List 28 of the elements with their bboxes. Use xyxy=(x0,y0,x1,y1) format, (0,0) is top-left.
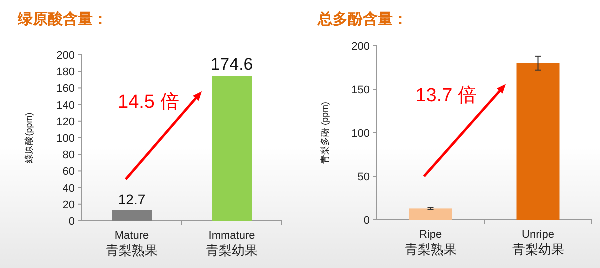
y-tick-label: 140 xyxy=(56,100,75,112)
y-tick-label: 150 xyxy=(352,84,370,96)
y-tick-label: 120 xyxy=(56,116,75,128)
x-tick-label: Ripe 青梨熟果 xyxy=(404,229,457,257)
y-tick-label: 160 xyxy=(56,83,75,96)
y-tick-label: 80 xyxy=(62,150,75,162)
y-tick-label: 60 xyxy=(62,166,75,178)
y-tick-label: 100 xyxy=(352,128,370,140)
y-axis-title: 青梨多酚 (ppm) xyxy=(320,102,330,164)
y-tick-label: 200 xyxy=(56,50,75,62)
annotation: 13.7 倍 xyxy=(416,86,477,107)
chart-title: 总多酚含量： xyxy=(317,11,408,28)
annotation: 14.5 倍 xyxy=(118,92,180,114)
y-tick-label: 0 xyxy=(364,215,370,227)
y-tick-label: 20 xyxy=(62,199,75,212)
x-tick-label: Unripe 青梨幼果 xyxy=(512,229,564,257)
x-tick-label: Immature 青梨幼果 xyxy=(206,230,258,258)
y-axis-title: 綠原酸(ppm) xyxy=(24,112,34,164)
y-tick-label: 100 xyxy=(56,133,75,145)
data-label: 12.7 xyxy=(118,191,146,208)
y-tick-label: 50 xyxy=(358,172,370,184)
y-tick-label: 180 xyxy=(56,66,75,79)
x-tick-label: Mature 青梨熟果 xyxy=(106,230,158,258)
y-tick-label: 200 xyxy=(352,41,370,53)
y-tick-label: 40 xyxy=(62,182,75,195)
y-tick-label: 0 xyxy=(68,216,75,228)
chart-title: 绿原酸含量： xyxy=(17,11,108,28)
data-label: 174.6 xyxy=(210,55,254,74)
